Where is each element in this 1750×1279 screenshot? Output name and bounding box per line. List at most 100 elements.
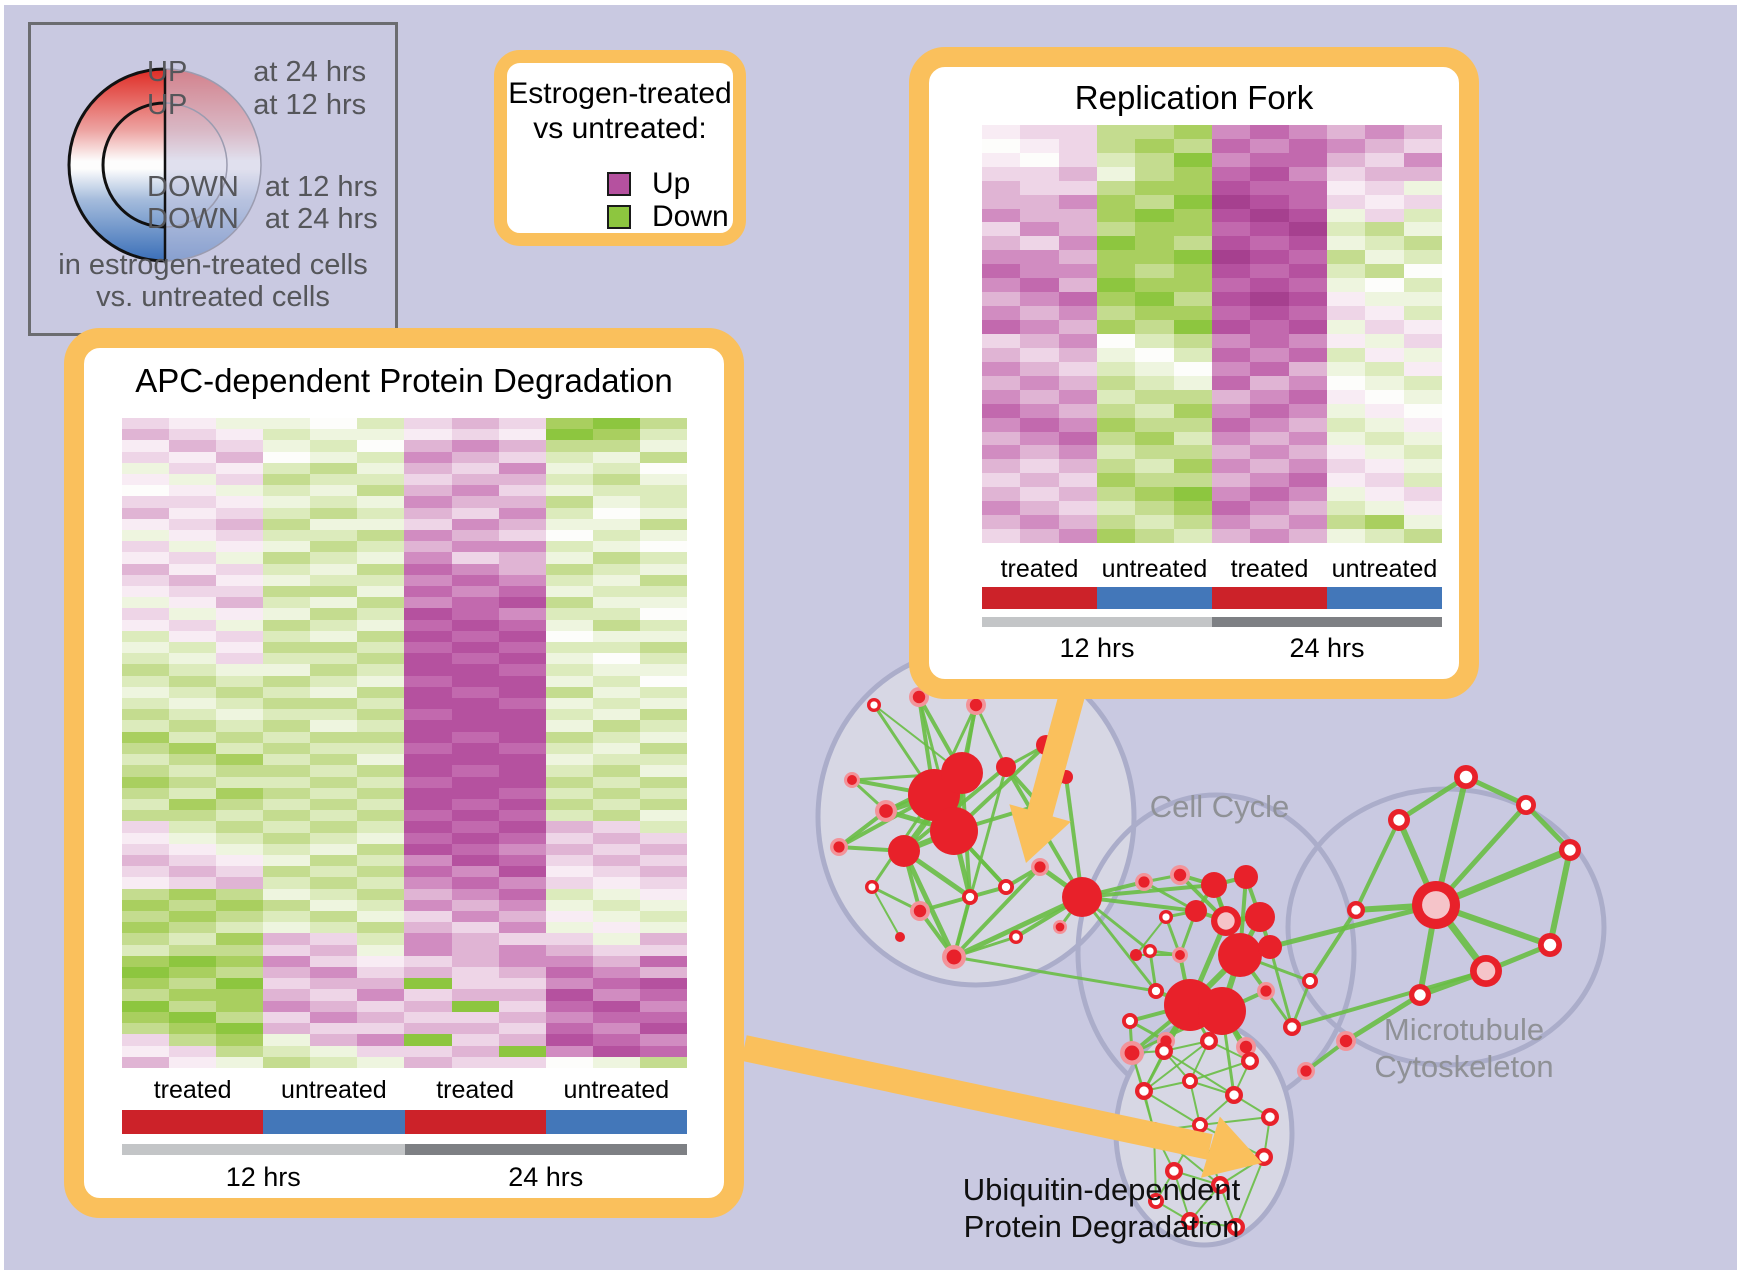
heatmap-cell xyxy=(310,1045,358,1057)
network-edge xyxy=(1173,1124,1201,1172)
time-bar-24hrs xyxy=(1212,617,1442,627)
heatmap-cell xyxy=(545,474,593,486)
time-bar-12hrs xyxy=(982,617,1212,627)
heatmap-cell xyxy=(1020,487,1059,502)
heatmap-cell xyxy=(1250,222,1289,237)
heatmap-cell xyxy=(1403,278,1442,293)
time-label-24hrs: 24 hrs xyxy=(508,1162,584,1192)
heatmap-cell xyxy=(451,765,499,777)
heatmap-cell xyxy=(451,597,499,609)
heatmap-cell xyxy=(216,978,264,990)
heatmap-cell xyxy=(545,1034,593,1046)
heatmap-cell xyxy=(357,731,405,743)
heatmap-cell xyxy=(122,888,170,900)
heatmap-cell xyxy=(1058,487,1097,502)
heatmap-cell xyxy=(498,642,546,654)
heatmap-cell xyxy=(263,922,311,934)
heatmap-cell xyxy=(1211,138,1251,153)
heatmap-cell xyxy=(1173,417,1212,432)
heatmap-cell xyxy=(1020,459,1059,474)
heatmap-cell xyxy=(1250,347,1289,362)
gene-node xyxy=(1139,1086,1149,1096)
network-edge xyxy=(960,772,972,898)
heatmap-cell xyxy=(357,832,405,844)
network-edge xyxy=(952,894,1084,960)
gene-node xyxy=(1125,1016,1135,1026)
heatmap-cell xyxy=(639,496,687,508)
heatmap-cell xyxy=(451,742,499,755)
heatmap-cell xyxy=(639,429,687,441)
heatmap-cell xyxy=(310,989,358,1001)
network-edge xyxy=(1418,968,1488,998)
heatmap-cell xyxy=(1211,529,1251,543)
heatmap-cell xyxy=(122,1034,170,1046)
heatmap-cell xyxy=(498,967,546,979)
heatmap-cell xyxy=(1020,375,1059,390)
heatmap-cell xyxy=(451,552,499,564)
heatmap-cell xyxy=(1135,278,1174,293)
heatmap-cell xyxy=(545,866,593,878)
heatmap-cell xyxy=(1211,264,1251,279)
heatmap-cell xyxy=(357,1056,405,1068)
condition-labels-apc: treated untreated treated untreated xyxy=(122,1076,687,1105)
heatmap-cell xyxy=(639,552,687,564)
network-edge xyxy=(1081,895,1151,953)
heatmap-cell xyxy=(357,563,405,575)
heatmap-cell xyxy=(592,955,640,968)
updown-legend-box: Estrogen-treated vs untreated: Up Down xyxy=(494,50,746,246)
heatmap-cell xyxy=(169,462,217,475)
heatmap-cell xyxy=(498,731,546,743)
network-edge xyxy=(1143,1040,1210,1092)
heatmap-cell xyxy=(639,530,687,542)
heatmap-cell xyxy=(122,474,170,486)
heatmap-cell xyxy=(592,563,640,575)
annotation-arrow-shaft xyxy=(741,1035,1213,1160)
heatmap-cell xyxy=(1020,250,1059,265)
heatmap-cell xyxy=(1135,208,1174,223)
heatmap-cell xyxy=(545,552,593,564)
heatmap-cell xyxy=(1288,278,1327,293)
heatmap-cell xyxy=(639,787,687,799)
heatmap-cell xyxy=(122,541,170,553)
heatmap-cell xyxy=(639,1000,687,1012)
heatmap-cell xyxy=(1020,278,1059,293)
heatmap-cell xyxy=(1173,501,1212,516)
network-edge xyxy=(902,848,972,900)
heatmap-cell xyxy=(1365,417,1404,432)
heatmap-cell xyxy=(451,944,499,956)
heatmap-cell xyxy=(1288,138,1327,153)
heatmap-cell xyxy=(122,552,170,564)
heatmap-cell xyxy=(592,429,640,441)
heatmap-cell xyxy=(1403,445,1442,460)
heatmap-cell xyxy=(216,440,264,452)
heatmap-cell xyxy=(639,1023,687,1035)
network-edge xyxy=(851,778,935,797)
network-edge xyxy=(902,765,1008,853)
network-edge xyxy=(974,704,1008,768)
heatmap-cell xyxy=(263,731,311,743)
network-edge xyxy=(1434,846,1572,909)
network-edge xyxy=(951,830,973,898)
heatmap-cell xyxy=(498,440,546,452)
gene-node xyxy=(913,904,927,918)
heatmap-cell xyxy=(1096,403,1136,418)
heatmap-cell xyxy=(639,698,687,710)
heatmap-cell xyxy=(263,1011,311,1024)
network-edge xyxy=(1244,876,1262,918)
heatmap-cell xyxy=(1326,515,1366,530)
heatmap-cell xyxy=(545,664,593,676)
heatmap-cell xyxy=(122,978,170,990)
heatmap-cell xyxy=(1211,250,1251,265)
heatmap-cell xyxy=(263,810,311,822)
heatmap-cell xyxy=(1403,389,1442,404)
gene-node xyxy=(930,807,978,855)
gene-node xyxy=(1175,950,1185,960)
network-edge xyxy=(1233,1060,1251,1096)
heatmap-cell xyxy=(404,608,452,620)
heatmap-cell xyxy=(592,731,640,743)
heatmap-cell xyxy=(404,967,452,979)
network-edge xyxy=(1044,744,1068,778)
heatmap-cell xyxy=(498,698,546,710)
network-edge xyxy=(1004,765,1042,807)
heatmap-cell xyxy=(1365,529,1404,543)
